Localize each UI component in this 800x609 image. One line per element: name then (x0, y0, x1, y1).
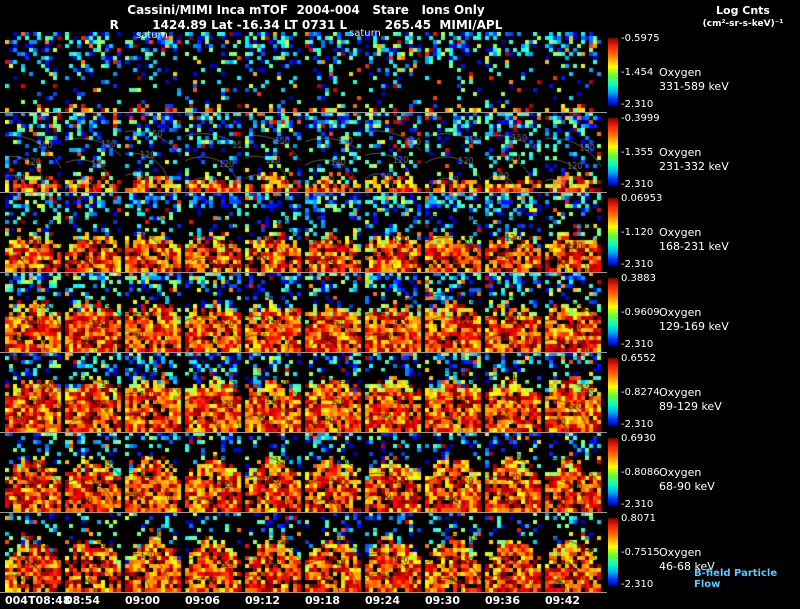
bfield-flow-label: B-field Particle Flow (694, 568, 778, 590)
figure-subtitle: R 1424.89 Lat -16.34 LT 0731 L 265.45 MI… (109, 18, 503, 32)
colorbar (608, 518, 618, 586)
colorbar-min-label: -2.310 (621, 499, 654, 510)
row-label: Oxygen 129-169 keV (659, 306, 729, 334)
energy-row-68-90: 0.6930 -0.8086 -2.310 Oxygen 68-90 keV (0, 432, 800, 512)
species-name: Oxygen (659, 386, 702, 399)
row-label: Oxygen 331-589 keV (659, 66, 729, 94)
row-separator (0, 112, 607, 113)
species-name: Oxygen (659, 226, 702, 239)
colorbar-mid-label: -1.454 (621, 67, 654, 78)
energy-row-168-231: 0.06953 -1.120 -2.310 Oxygen 168-231 keV (0, 192, 800, 272)
colorbar-min-label: -2.310 (621, 179, 654, 190)
energy-row-46-68: 0.8071 -0.7515 -2.310 Oxygen 46-68 keV (0, 512, 800, 592)
time-tick-label: 09:30 (425, 594, 461, 607)
energy-range: 331-589 keV (659, 80, 729, 93)
colorbar-min-label: -2.310 (621, 579, 654, 590)
time-tick-label: 08:54 (65, 594, 101, 607)
time-tick-label: 09:18 (305, 594, 341, 607)
time-tick-label: 09:24 (365, 594, 401, 607)
row-separator (0, 512, 607, 513)
colorbar-max-label: -0.3999 (621, 113, 660, 124)
heatmap-row-canvas (5, 272, 605, 352)
colorbar-max-label: 0.6930 (621, 433, 656, 444)
row-separator (0, 272, 607, 273)
colorbar-max-label: 0.6552 (621, 353, 656, 364)
colorbar (608, 118, 618, 186)
time-tick-label: 09:00 (125, 594, 161, 607)
heatmap-row-canvas (5, 192, 605, 272)
row-label: Oxygen 89-129 keV (659, 386, 722, 414)
time-tick-label: 09:42 (545, 594, 581, 607)
time-tick-label: 004T08:48 (5, 594, 71, 607)
energy-range: 46-68 keV (659, 560, 715, 573)
energy-range: 129-169 keV (659, 320, 729, 333)
colorbar-max-label: 0.3883 (621, 273, 656, 284)
colorbar-max-label: -0.5975 (621, 33, 660, 44)
colorbar-min-label: -2.310 (621, 259, 654, 270)
colorbar-mid-label: -0.8086 (621, 467, 660, 478)
colorbar-mid-label: -0.8274 (621, 387, 660, 398)
row-label: Oxygen 68-90 keV (659, 466, 715, 494)
row-label: Oxygen 168-231 keV (659, 226, 729, 254)
energy-range: 68-90 keV (659, 480, 715, 493)
species-name: Oxygen (659, 546, 702, 559)
colorbar-min-label: -2.310 (621, 419, 654, 430)
energy-row-231-332: -0.3999 -1.355 -2.310 Oxygen 231-332 keV (0, 112, 800, 192)
row-separator (0, 352, 607, 353)
colorbar-min-label: -2.310 (621, 99, 654, 110)
colorbar-mid-label: -0.9609 (621, 307, 660, 318)
row-separator (0, 192, 607, 193)
colorbar (608, 438, 618, 506)
row-label: Oxygen 231-332 keV (659, 146, 729, 174)
figure-title: Cassini/MIMI Inca mTOF 2004-004 Stare Io… (127, 3, 485, 17)
colorbar (608, 38, 618, 106)
colorbar-mid-label: -1.355 (621, 147, 654, 158)
energy-row-89-129: 0.6552 -0.8274 -2.310 Oxygen 89-129 keV (0, 352, 800, 432)
species-name: Oxygen (659, 66, 702, 79)
colorbar-mid-label: -0.7515 (621, 547, 660, 558)
energy-range: 231-332 keV (659, 160, 729, 173)
colorbar-units-line1: Log Cnts (716, 4, 770, 17)
species-name: Oxygen (659, 466, 702, 479)
colorbar-mid-label: -1.120 (621, 227, 654, 238)
time-tick-label: 09:06 (185, 594, 221, 607)
colorbar-max-label: 0.8071 (621, 513, 656, 524)
energy-range: 89-129 keV (659, 400, 722, 413)
species-name: Oxygen (659, 146, 702, 159)
time-axis: 004T08:48 08:54 09:00 09:06 09:12 09:18 … (0, 594, 800, 608)
panel-grid: -0.5975 -1.454 -2.310 Oxygen 331-589 keV… (0, 32, 800, 592)
saturn-marker-label: saturn (349, 28, 381, 39)
colorbar (608, 278, 618, 346)
time-axis-line (0, 592, 607, 593)
colorbar-max-label: 0.06953 (621, 193, 663, 204)
heatmap-row-canvas (5, 352, 605, 432)
energy-range: 168-231 keV (659, 240, 729, 253)
heatmap-row-canvas (5, 432, 605, 512)
colorbar-min-label: -2.310 (621, 339, 654, 350)
heatmap-row-canvas (5, 512, 605, 592)
row-label: Oxygen 46-68 keV (659, 546, 715, 574)
heatmap-row-canvas (5, 112, 605, 192)
colorbar (608, 358, 618, 426)
colorbar-units: Log Cnts (cm²-sr-s-keV)⁻¹ (688, 4, 798, 29)
time-tick-label: 09:12 (245, 594, 281, 607)
colorbar (608, 198, 618, 266)
heatmap-row-canvas (5, 32, 605, 112)
colorbar-units-line2: (cm²-sr-s-keV)⁻¹ (702, 19, 784, 29)
energy-row-129-169: 0.3883 -0.9609 -2.310 Oxygen 129-169 keV (0, 272, 800, 352)
species-name: Oxygen (659, 306, 702, 319)
saturn-marker-label: saturn (136, 30, 168, 41)
energy-row-331-589: -0.5975 -1.454 -2.310 Oxygen 331-589 keV (0, 32, 800, 112)
row-separator (0, 432, 607, 433)
time-tick-label: 09:36 (485, 594, 521, 607)
